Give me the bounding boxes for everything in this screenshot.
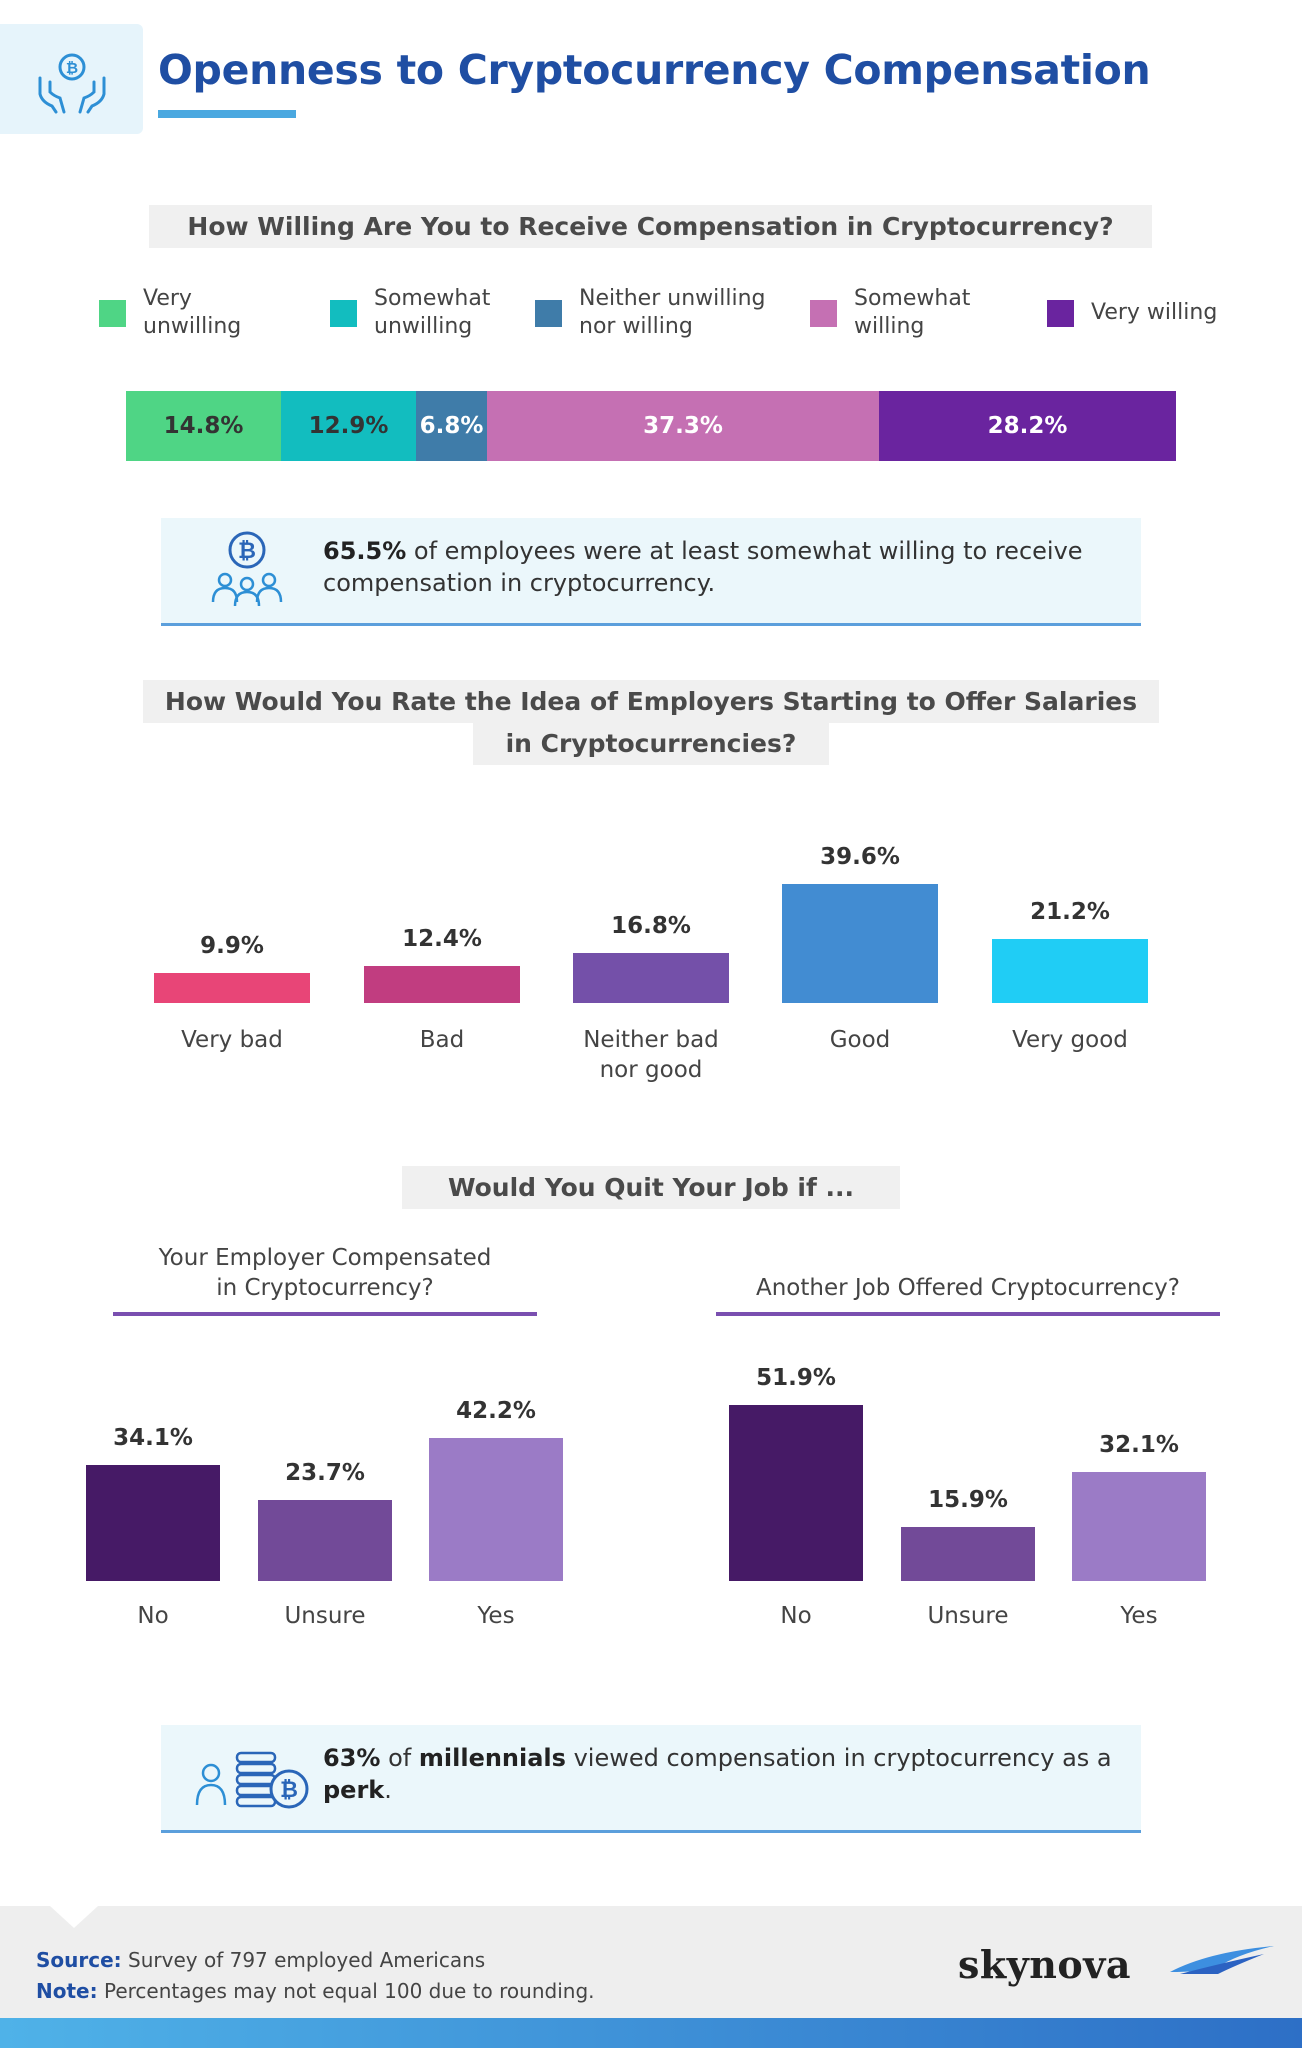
legend-item-somewhat-unwilling: Somewhat unwilling: [330, 285, 490, 341]
callout-highlight: 63%: [323, 1744, 381, 1772]
category-label: Neither bad nor good: [583, 1027, 719, 1083]
bar-value-label: 12.4%: [402, 926, 482, 952]
bar: [992, 939, 1148, 1003]
bar-value-label: 16.8%: [611, 913, 691, 939]
stack-segment: 28.2%: [879, 391, 1176, 461]
left-chart-rule: [113, 1312, 537, 1316]
section2-title-line1: How Would You Rate the Idea of Employers…: [143, 680, 1159, 723]
stack-segment: 6.8%: [416, 391, 487, 461]
bar-value-label: 21.2%: [1030, 899, 1110, 925]
section1-title: How Willing Are You to Receive Compensat…: [149, 205, 1152, 248]
callout-willing: ₿ 65.5% of employees were at least somew…: [161, 518, 1141, 626]
svg-text:₿: ₿: [66, 59, 78, 77]
note-text: Percentages may not equal 100 due to rou…: [103, 1979, 595, 2003]
section3-title: Would You Quit Your Job if ...: [402, 1166, 900, 1209]
bar-value-label: 15.9%: [928, 1487, 1008, 1513]
legend-swatch: [330, 299, 357, 327]
svg-text:₿: ₿: [280, 1778, 298, 1803]
bar-value-label: 39.6%: [820, 844, 900, 870]
bar-value-label: 23.7%: [285, 1460, 365, 1486]
quit-employer-bar-chart: 34.1% No 23.7% Unsure 42.2% Yes: [86, 1398, 563, 1629]
title-underline: [158, 110, 296, 118]
legend-swatch: [99, 299, 126, 327]
category-label: No: [137, 1603, 169, 1629]
callout-bold-millennials: millennials: [418, 1744, 566, 1772]
bar: [86, 1465, 220, 1581]
left-chart-subtitle: Your Employer Compensated in Cryptocurre…: [158, 1245, 492, 1301]
stack-segment: 12.9%: [281, 391, 416, 461]
source-label: Source:: [36, 1948, 122, 1972]
brand-logo: skynova: [958, 1942, 1131, 1987]
stack-segment: 14.8%: [126, 391, 281, 461]
bar: [154, 973, 310, 1003]
category-label: Good: [829, 1027, 891, 1053]
willingness-stacked-bar: 14.8% 12.9% 6.8% 37.3% 28.2%: [126, 391, 1176, 461]
page-title: Openness to Cryptocurrency Compensation: [158, 46, 1151, 94]
bottom-accent-strip: [0, 2018, 1302, 2048]
bar: [1072, 1472, 1206, 1581]
callout-body: viewed compensation in cryptocurrency as…: [573, 1744, 1112, 1772]
legend-swatch: [810, 299, 837, 327]
stack-segment: 37.3%: [487, 391, 879, 461]
right-chart-subtitle: Another Job Offered Cryptocurrency?: [755, 1275, 1180, 1301]
people-bitcoin-icon: ₿: [211, 531, 283, 607]
footer: Source: Survey of 797 employed Americans…: [0, 1906, 1302, 2018]
footer-source: Source: Survey of 797 employed Americans: [36, 1948, 485, 1972]
legend-swatch: [535, 299, 562, 327]
footer-notch: [50, 1906, 98, 1928]
callout-bold-perk: perk: [323, 1776, 385, 1804]
category-label: Unsure: [927, 1603, 1009, 1629]
bar: [573, 953, 729, 1003]
callout-text: 65.5% of employees were at least somewha…: [323, 535, 1113, 599]
callout-millennials: ₿ 63% of millennials viewed compensation…: [161, 1725, 1141, 1833]
category-label: Yes: [1120, 1603, 1158, 1629]
bar: [729, 1405, 863, 1581]
bar-value-label: 32.1%: [1099, 1432, 1179, 1458]
legend-item-very-willing: Very willing: [1047, 299, 1217, 327]
legend-label: Somewhat willing: [854, 286, 971, 339]
category-label: Unsure: [284, 1603, 366, 1629]
hands-bitcoin-icon: ₿: [38, 53, 106, 114]
person-coins-icon: ₿: [195, 1751, 309, 1809]
callout-period: .: [384, 1776, 392, 1804]
category-label: No: [780, 1603, 812, 1629]
bar: [258, 1500, 392, 1581]
bar: [364, 966, 520, 1003]
bar-value-label: 9.9%: [200, 933, 264, 959]
source-text: Survey of 797 employed Americans: [128, 1948, 486, 1972]
legend-swatch: [1047, 299, 1074, 327]
bar-value-label: 34.1%: [113, 1425, 193, 1451]
category-label: Yes: [477, 1603, 515, 1629]
legend-item-somewhat-willing: Somewhat willing: [810, 285, 970, 341]
callout-of: of: [388, 1744, 412, 1772]
rating-bar-chart: 9.9% Very bad 12.4% Bad 16.8% Neither bad nor…: [154, 844, 1148, 1083]
footer-note: Note: Percentages may not equal 100 due …: [36, 1979, 595, 2003]
callout-text: 63% of millennials viewed compensation i…: [323, 1742, 1113, 1806]
header-icon-box: ₿: [0, 24, 143, 134]
callout-body: of employees were at least somewhat will…: [323, 537, 1083, 597]
note-label: Note:: [36, 1979, 98, 2003]
callout-highlight: 65.5%: [323, 537, 407, 565]
bar: [429, 1438, 563, 1581]
legend-label: Very willing: [1091, 300, 1218, 325]
legend-item-neither: Neither unwilling nor willing: [535, 285, 765, 341]
category-label: Very bad: [181, 1027, 283, 1053]
section2-title-line2: in Cryptocurrencies?: [473, 722, 829, 765]
quit-another-job-bar-chart: 51.9% No 15.9% Unsure 32.1% Yes: [729, 1365, 1206, 1629]
bar: [901, 1527, 1035, 1581]
bar-value-label: 42.2%: [456, 1398, 536, 1424]
legend-label: Somewhat unwilling: [374, 286, 491, 339]
category-label: Bad: [419, 1027, 465, 1053]
legend-label: Neither unwilling nor willing: [579, 286, 766, 339]
category-label: Very good: [1012, 1027, 1128, 1053]
legend-item-very-unwilling: Very unwilling: [99, 285, 241, 341]
svg-text:₿: ₿: [238, 539, 256, 564]
legend-label: Very unwilling: [143, 286, 242, 339]
bar: [782, 884, 938, 1003]
bar-value-label: 51.9%: [756, 1365, 836, 1391]
right-chart-rule: [716, 1312, 1220, 1316]
brand-swoosh-icon: [1170, 1946, 1274, 1974]
